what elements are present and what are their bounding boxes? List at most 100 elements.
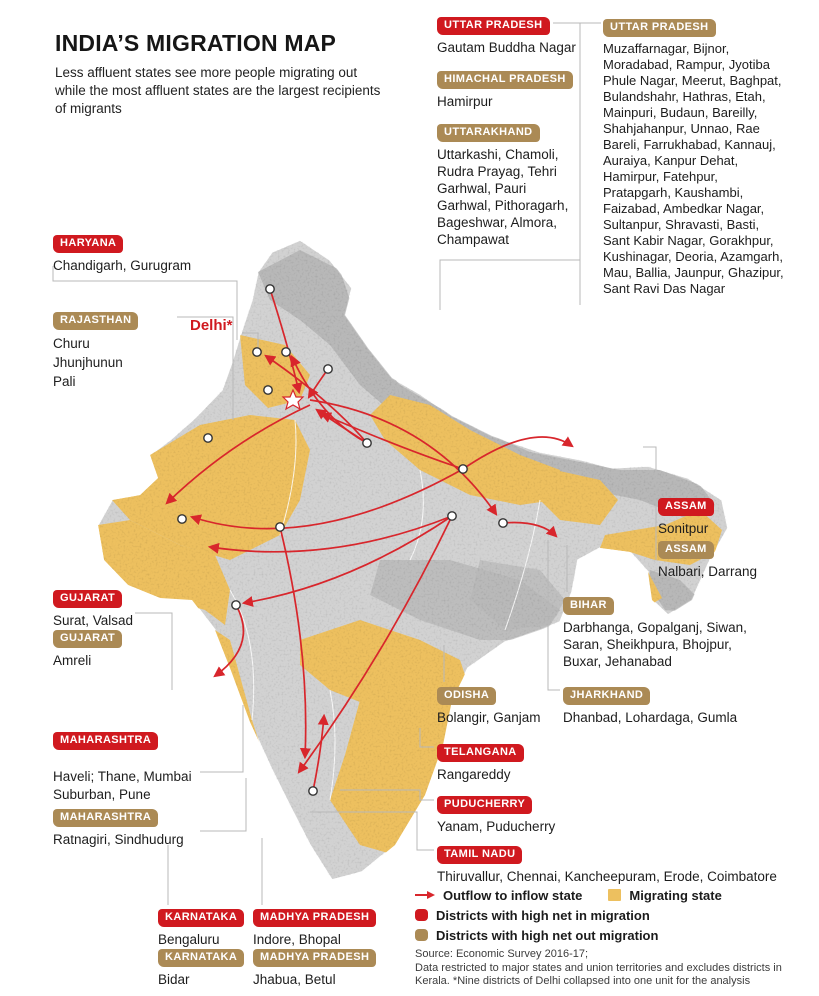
origin-node bbox=[231, 600, 241, 610]
migration-arrow bbox=[312, 713, 329, 792]
leader-line bbox=[310, 811, 434, 851]
migration-arrow bbox=[462, 436, 574, 470]
page-subtitle: Less affluent states see more people mig… bbox=[55, 65, 381, 116]
label-tamil-nadu: TAMIL NADU Thiruvallur, Chennai, Kanchee… bbox=[437, 845, 812, 886]
legend-label: Outflow to inflow state bbox=[443, 887, 583, 903]
state-badge: KARNATAKA bbox=[158, 909, 245, 927]
leader-line bbox=[177, 316, 234, 420]
state-badge: TELANGANA bbox=[437, 744, 524, 762]
source-note: Source: Economic Survey 2016-17; Data re… bbox=[415, 948, 813, 989]
leader-line bbox=[52, 266, 238, 340]
state-badge: PUDUCHERRY bbox=[437, 796, 533, 814]
state-badge: MADHYA PRADESH bbox=[253, 949, 377, 967]
origin-node bbox=[447, 511, 457, 521]
migration-arrow bbox=[269, 288, 303, 395]
state-badge: BIHAR bbox=[563, 597, 614, 615]
leader-line bbox=[547, 540, 560, 691]
state-badge: ASSAM bbox=[658, 541, 714, 559]
districts-text: Bolangir, Ganjam bbox=[437, 710, 541, 725]
origin-node bbox=[281, 347, 291, 357]
origin-node bbox=[252, 347, 262, 357]
legend-label: Migrating state bbox=[629, 887, 722, 903]
migration-arrow bbox=[290, 354, 368, 444]
label-uttar-pradesh-out: UTTAR PRADESH Muzaffarnagar, Bijnor, Mor… bbox=[603, 18, 785, 297]
districts-text: Haveli; Thane, Mumbai Suburban, Pune bbox=[53, 769, 192, 802]
districts-text: Amreli bbox=[53, 653, 92, 668]
label-karnataka-in: KARNATAKA Bengaluru bbox=[158, 908, 268, 949]
districts-text: Darbhanga, Gopalganj, Siwan, Saran, Shei… bbox=[563, 620, 747, 669]
label-odisha: ODISHA Bolangir, Ganjam bbox=[437, 686, 587, 727]
districts-text: Yanam, Puducherry bbox=[437, 819, 556, 834]
districts-text: Hamirpur bbox=[437, 94, 493, 109]
label-haryana: HARYANA Chandigarh, Gurugram bbox=[53, 234, 243, 275]
leader-line bbox=[200, 778, 247, 832]
label-bihar: BIHAR Darbhanga, Gopalganj, Siwan, Saran… bbox=[563, 596, 771, 670]
state-badge: MADHYA PRADESH bbox=[253, 909, 377, 927]
districts-text: Surat, Valsad bbox=[53, 613, 134, 628]
origin-node bbox=[275, 522, 285, 532]
delhi-star-marker bbox=[281, 388, 305, 411]
origin-node bbox=[498, 518, 508, 528]
state-badge: HARYANA bbox=[53, 235, 124, 253]
leader-line bbox=[340, 789, 434, 801]
label-gujarat-out: GUJARAT Amreli bbox=[53, 629, 183, 670]
origin-node bbox=[323, 364, 333, 374]
migration-arrows bbox=[165, 288, 574, 792]
label-gujarat-in: GUJARAT Surat, Valsad bbox=[53, 589, 203, 630]
label-puducherry: PUDUCHERRY Yanam, Puducherry bbox=[437, 795, 607, 836]
migration-arrow bbox=[241, 515, 453, 607]
migration-arrow bbox=[264, 354, 368, 444]
label-jharkhand: JHARKHAND Dhanbad, Lohardaga, Gumla bbox=[563, 686, 793, 727]
districts-text: Jhabua, Betul bbox=[253, 972, 336, 987]
districts-text: Sonitpur bbox=[658, 521, 709, 536]
migration-arrow bbox=[319, 412, 464, 470]
districts-text: Nalbari, Darrang bbox=[658, 564, 758, 579]
in-migration-icon bbox=[415, 909, 428, 921]
source-line: Data restricted to major states and unio… bbox=[415, 961, 782, 988]
migrating-state-icon bbox=[608, 889, 622, 901]
state-badge: HIMACHAL PRADESH bbox=[437, 71, 573, 89]
state-badge: KARNATAKA bbox=[158, 949, 245, 967]
migration-arrow bbox=[165, 404, 311, 505]
label-madhya-pradesh-in: MADHYA PRADESH Indore, Bhopal bbox=[253, 908, 403, 949]
migration-arrow bbox=[279, 526, 311, 760]
state-badge: UTTAR PRADESH bbox=[437, 17, 550, 35]
migration-arrow bbox=[207, 515, 453, 554]
source-line: Source: Economic Survey 2016-17; bbox=[415, 948, 589, 960]
migration-arrow bbox=[309, 399, 498, 516]
origin-node bbox=[362, 438, 372, 448]
outflow-arrow-icon bbox=[415, 891, 435, 899]
districts-text: Bidar bbox=[158, 972, 190, 987]
origin-node bbox=[308, 786, 318, 796]
header: INDIA’S MIGRATION MAP Less affluent stat… bbox=[55, 30, 415, 118]
out-migration-icon bbox=[415, 929, 428, 941]
leader-line bbox=[242, 332, 259, 352]
label-assam-in: ASSAM Sonitpur bbox=[658, 497, 788, 538]
migration-arrow bbox=[502, 521, 558, 538]
label-uttarakhand: UTTARAKHAND Uttarkashi, Chamoli, Rudra P… bbox=[437, 123, 579, 248]
migration-arrow bbox=[213, 604, 245, 678]
label-madhya-pradesh-out: MADHYA PRADESH Jhabua, Betul bbox=[253, 948, 403, 989]
leader-lines bbox=[52, 22, 657, 905]
state-badge: UTTARAKHAND bbox=[437, 124, 540, 142]
delhi-label: Delhi* bbox=[190, 317, 233, 334]
label-uttar-pradesh-in: UTTAR PRADESH Gautam Buddha Nagar bbox=[437, 16, 602, 57]
districts-text: Muzaffarnagar, Bijnor, Moradabad, Rampur… bbox=[603, 41, 784, 296]
districts-text: Rangareddy bbox=[437, 767, 511, 782]
state-badge: ODISHA bbox=[437, 687, 497, 705]
state-badge: GUJARAT bbox=[53, 630, 123, 648]
origin-node bbox=[177, 514, 187, 524]
districts-text: Churu Jhunjhunun Pali bbox=[53, 336, 123, 389]
label-maharashtra-in: MAHARASHTRA Haveli; Thane, Mumbai Suburb… bbox=[53, 731, 221, 804]
state-badge: RAJASTHAN bbox=[53, 312, 139, 330]
label-assam-out: ASSAM Nalbari, Darrang bbox=[658, 540, 808, 581]
leader-line bbox=[200, 705, 244, 773]
legend-label: Districts with high net out migration bbox=[436, 927, 659, 943]
leader-line bbox=[439, 259, 580, 310]
origin-node bbox=[265, 284, 275, 294]
leader-line bbox=[135, 612, 173, 690]
origin-node bbox=[458, 464, 468, 474]
label-rajasthan: RAJASTHAN Churu Jhunjhunun Pali bbox=[53, 311, 183, 391]
